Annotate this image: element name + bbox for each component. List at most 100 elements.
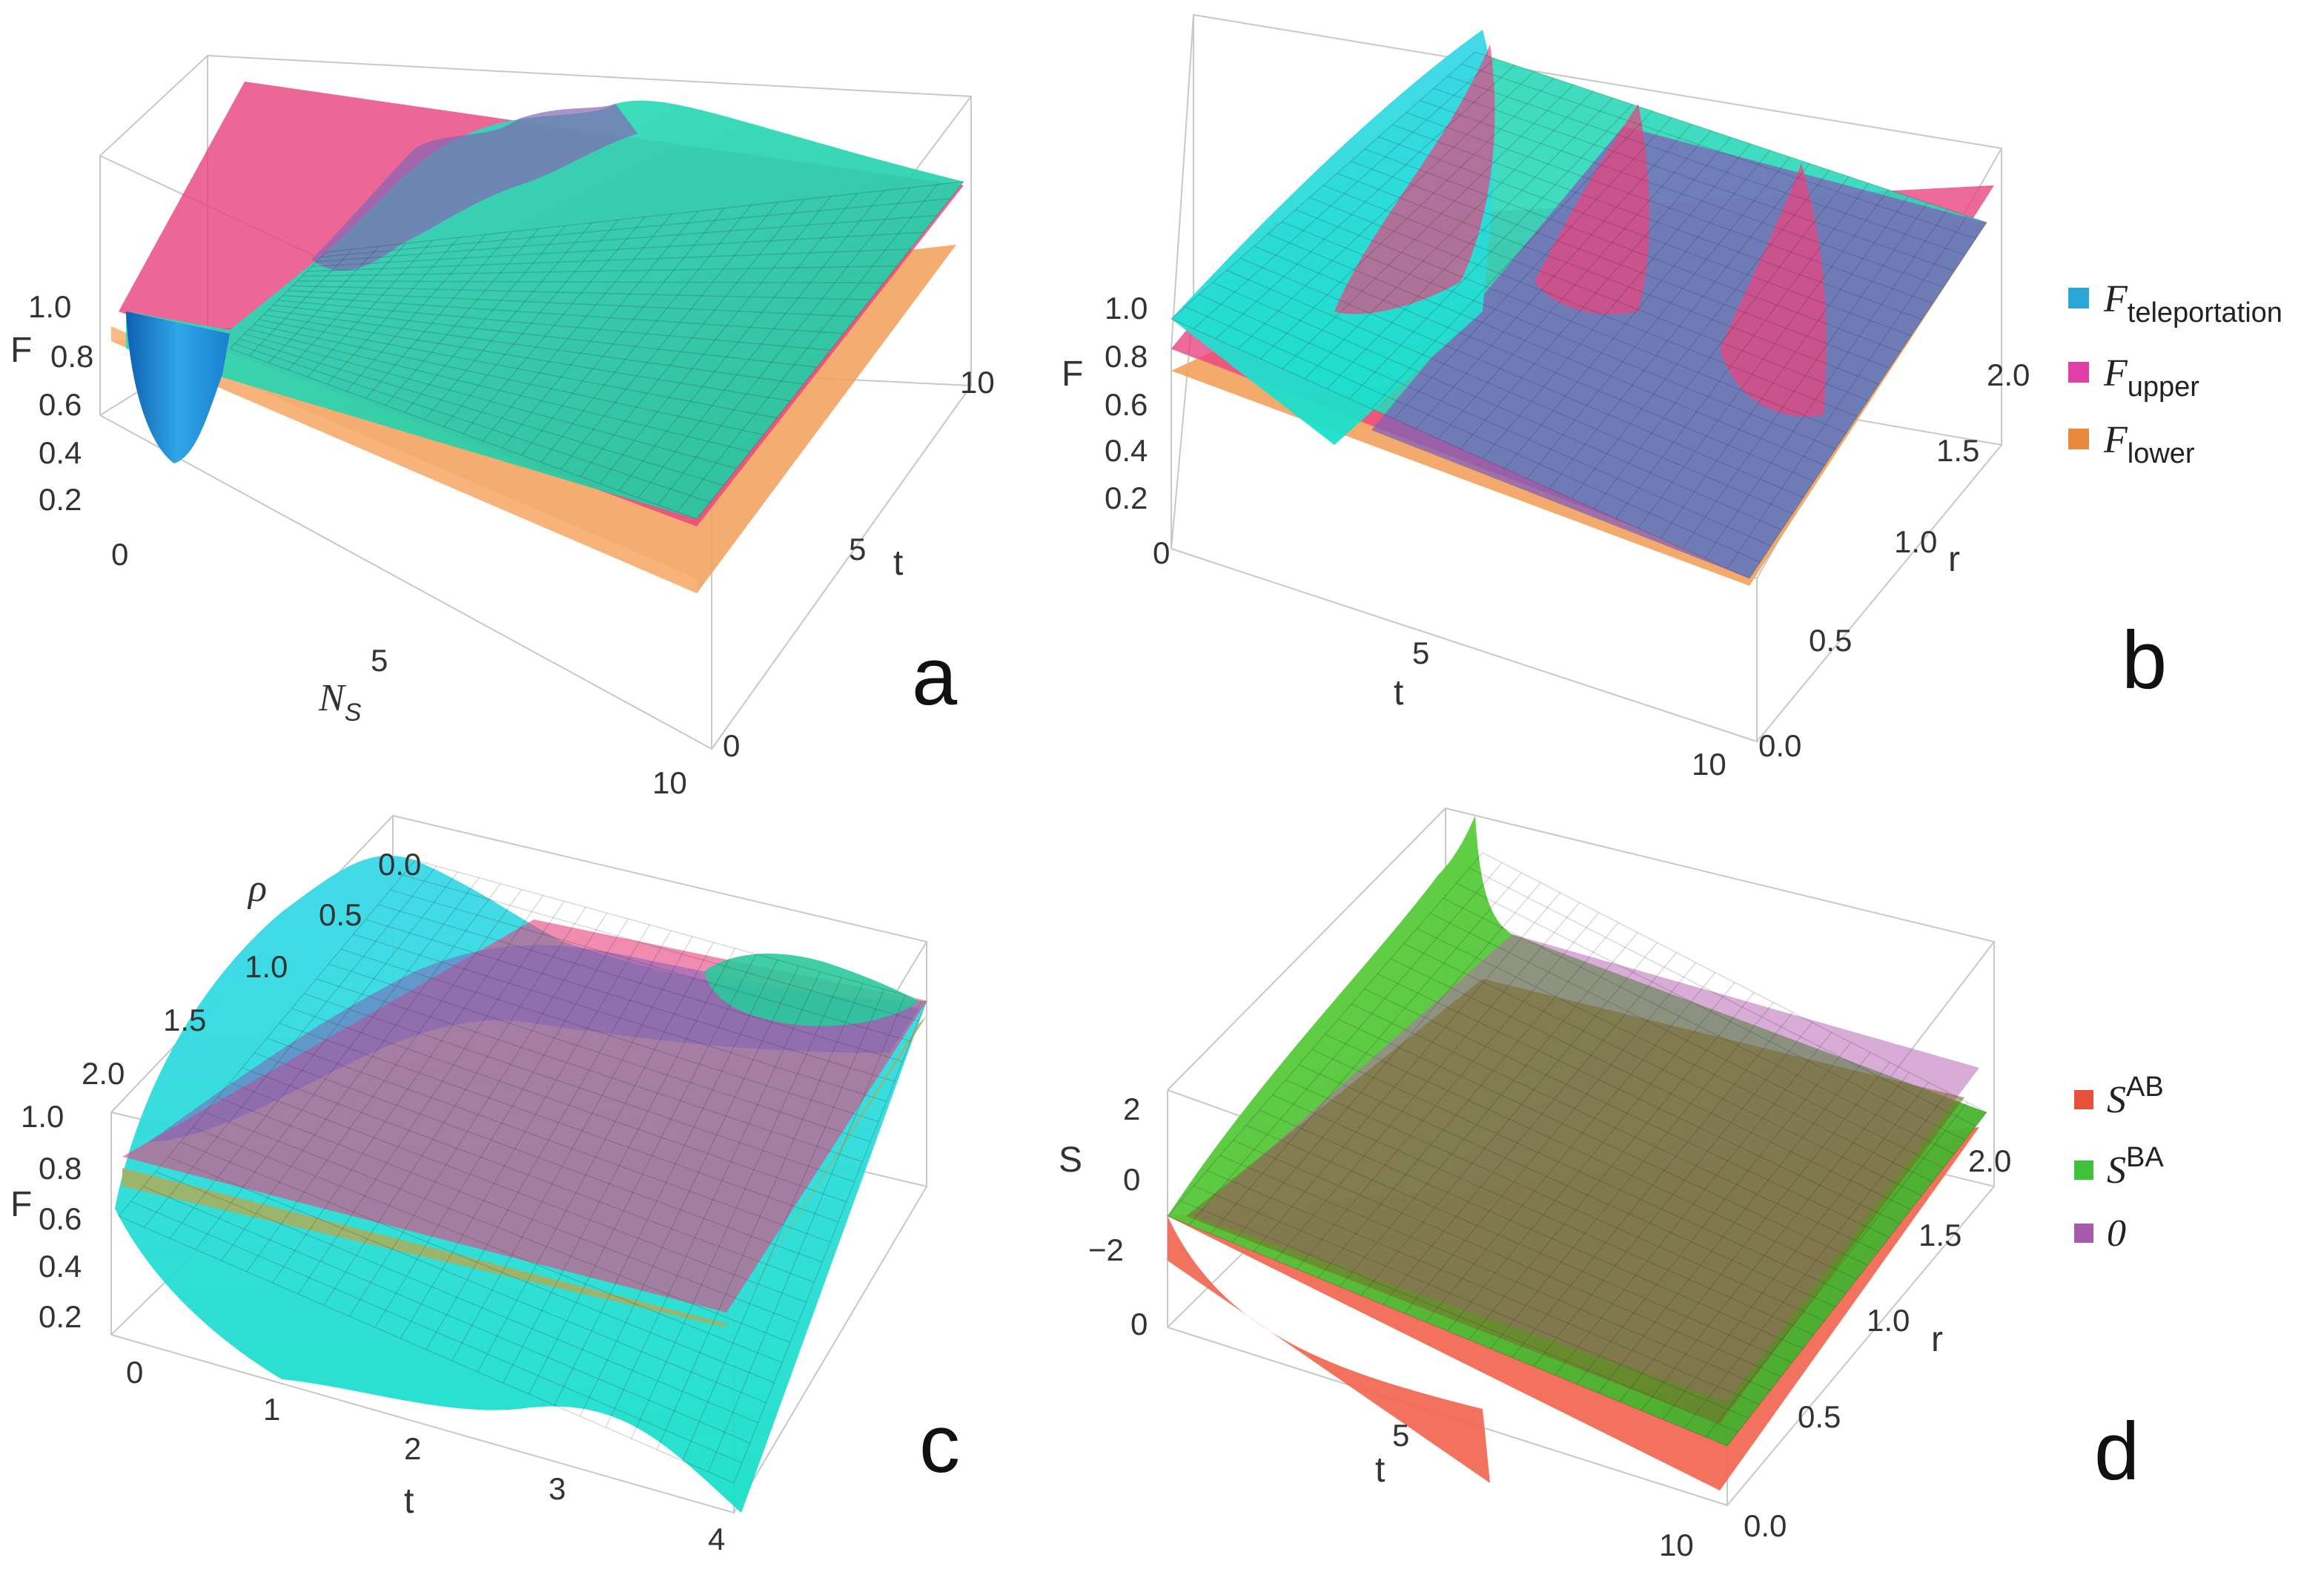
panel-d-ytick-4: 1.5 [1919, 1218, 1962, 1252]
meshA-line [273, 304, 818, 368]
meshC-line [631, 977, 842, 1439]
meshB-line [1198, 294, 1772, 547]
meshD-line [1533, 1022, 1813, 1367]
legend-top-label-3-sub: lower [2128, 438, 2195, 469]
panel-c-ytick-3: 1.0 [245, 949, 288, 984]
meshA-line [287, 290, 858, 317]
panel-b-ztick-2: 0.8 [1105, 339, 1148, 374]
meshD-line [1339, 932, 1638, 1287]
legend-top: Fteleportation Fupper Flower [2068, 278, 2282, 469]
panel-b-ztick-4: 0.4 [1105, 433, 1148, 468]
panel-b-zlabel: F [1062, 354, 1083, 394]
meshD-line [1188, 862, 1503, 1226]
panel-a-xlabel: NS [318, 677, 362, 727]
meshB-line [1304, 90, 1594, 380]
meshC-line [205, 1112, 791, 1344]
legend-bottom-label-1-main: S [2107, 1079, 2126, 1121]
meshC-line [169, 871, 459, 1239]
meshA-line [297, 280, 884, 284]
meshD-line [1403, 942, 1922, 1197]
panel-d-ylabel: r [1931, 1320, 1943, 1359]
surface-b-overlap [1371, 126, 1987, 578]
meshB-line [1322, 185, 1869, 401]
meshA-line [423, 222, 592, 420]
surface-b-peak-2 [1535, 104, 1649, 314]
surface-b-peak-1 [1171, 30, 1494, 445]
surface-a-ripple [311, 104, 638, 271]
meshC-line [143, 1186, 750, 1444]
legend-top-label-2-sub: upper [2128, 372, 2200, 403]
meshA-line [618, 193, 858, 492]
meshD-line [1231, 882, 1541, 1244]
meshA-line [482, 214, 672, 442]
meshB-line [1549, 162, 1810, 489]
panel-a-ztick-5: 0.2 [39, 482, 82, 517]
meshC-line [155, 1171, 758, 1424]
panel-b-box-edges [1171, 14, 2002, 743]
panel-d-label: d [2094, 1406, 2139, 1497]
meshC-line [554, 960, 778, 1406]
panel-c-ytick-4: 1.5 [163, 1003, 206, 1037]
panel-d-xtick-1: 0 [1130, 1307, 1148, 1341]
meshD-line [1469, 867, 1976, 1127]
meshA-line [501, 211, 699, 449]
meshA-line [292, 285, 871, 300]
meshD-line [1576, 1042, 1852, 1384]
surface-b-peak-3 [1720, 163, 1827, 417]
panel-b-ytick-1: 0.0 [1758, 728, 1801, 763]
panel-b-ztick-3: 0.6 [1105, 387, 1148, 422]
meshA-line [365, 231, 513, 399]
meshD-line [1194, 1185, 1749, 1419]
meshA-line [268, 245, 380, 363]
meshC-line [414, 859, 927, 1002]
meshC-line [340, 948, 879, 1123]
meshA-line [345, 234, 486, 392]
meshB-line [1282, 84, 1575, 369]
meshC-line [707, 994, 906, 1473]
meshD-line [1210, 872, 1522, 1235]
meshB-line [1351, 160, 1890, 369]
meshB-line [1660, 196, 1909, 539]
meshB-line [1239, 257, 1804, 498]
meshB-line [1727, 215, 1968, 569]
surface-b-peak-1-pink [1334, 44, 1495, 314]
meshD-line [1727, 1112, 1987, 1447]
meshC-line [130, 1201, 743, 1464]
meshC-line [365, 919, 895, 1083]
legend-bottom-label-2-main: S [2107, 1149, 2126, 1192]
meshB-line [1571, 169, 1830, 499]
meshC-line [605, 971, 821, 1428]
panel-a-ylabel: t [893, 544, 903, 583]
meshC-line [303, 993, 855, 1183]
panel-c-ylabel: ρ [247, 868, 267, 910]
meshA-line [244, 333, 738, 469]
meshB-line [1378, 136, 1912, 337]
meshB-line [1171, 318, 1750, 579]
panel-d-ytick-3: 1.0 [1867, 1303, 1910, 1338]
meshB-line [1638, 189, 1889, 529]
meshC-line [144, 865, 437, 1228]
panel-c-ztick-4: 0.4 [39, 1249, 82, 1284]
panel-a-xlabel-sub: S [345, 699, 362, 727]
panel-c-ztick-5: 0.2 [39, 1299, 82, 1334]
meshB-line [1259, 77, 1555, 360]
legend-top-swatch-1 [2068, 288, 2089, 308]
panel-a-xtick-3: 10 [652, 765, 687, 800]
panel-d-ytick-2: 0.5 [1798, 1399, 1841, 1434]
meshC-line [733, 1000, 927, 1484]
panel-c-mesh [118, 859, 927, 1484]
meshC-line [579, 965, 800, 1417]
panel-a-label: a [912, 631, 958, 722]
panel-b-ztick-5: 0.2 [1105, 481, 1148, 515]
surface-a-teleportation [126, 100, 964, 519]
meshC-line [374, 918, 629, 1328]
meshD-line [1446, 982, 1735, 1332]
surface-d-overlap [1186, 979, 1964, 1424]
meshD-line [1456, 882, 1966, 1141]
meshA-line [463, 217, 646, 435]
meshD-line [1403, 962, 1697, 1314]
meshA-line [540, 205, 752, 463]
panel-b-ytick-4: 1.5 [1936, 433, 1979, 468]
legend-top-label-3: Flower [2103, 419, 2195, 469]
meshC-line [254, 1052, 823, 1263]
